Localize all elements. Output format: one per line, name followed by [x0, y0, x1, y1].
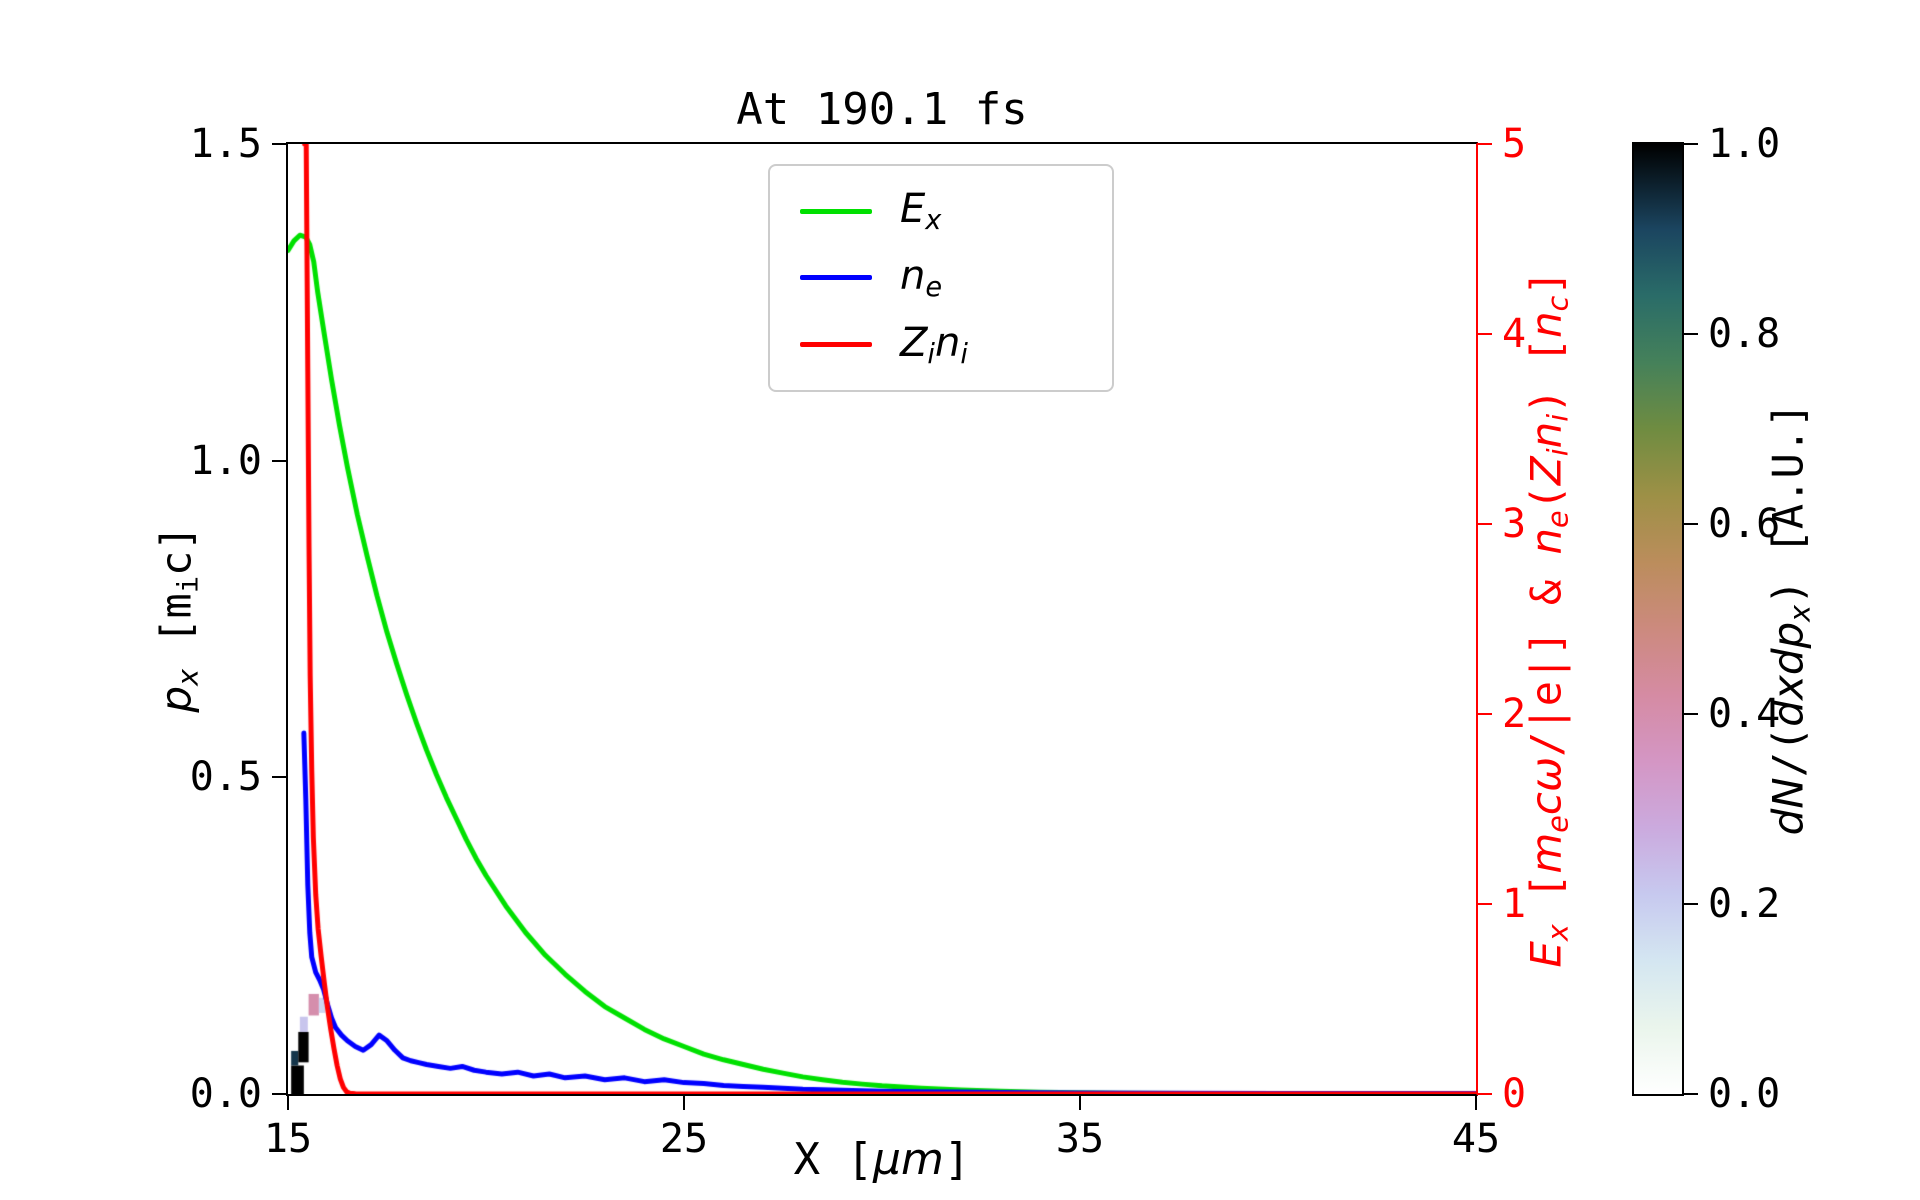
colorbar-tick-label: 0.6 [1708, 501, 1781, 547]
legend-item: Zini [800, 320, 1082, 370]
y-right-tick [1478, 903, 1492, 905]
legend-item: Ex [800, 186, 1082, 236]
x-tick [1079, 1096, 1081, 1110]
x-tick-label: 35 [1055, 1116, 1105, 1162]
legend-item-label: ne [900, 253, 943, 303]
colorbar-tick [1684, 713, 1698, 715]
x-tick-label: 25 [659, 1116, 709, 1162]
y-left-tick-label: 0.0 [189, 1071, 262, 1117]
y-left-tick-label: 0.5 [189, 754, 262, 801]
legend-line-swatch [800, 208, 872, 214]
colorbar-tick [1684, 1093, 1698, 1095]
x-axis-label: X [μm] [793, 1134, 971, 1185]
y-left-tick [272, 776, 286, 779]
y-left-tick [272, 143, 286, 145]
colorbar-tick-label: 0.8 [1708, 311, 1781, 357]
plot-title: At 190.1 fs [736, 84, 1028, 135]
y-left-tick-label: 1.5 [189, 121, 262, 167]
x-tick [287, 1096, 289, 1110]
y-right-tick-label: 4 [1502, 311, 1527, 357]
colorbar-gradient [1634, 144, 1682, 1094]
legend-item: ne [800, 253, 1082, 303]
x-tick [683, 1096, 685, 1110]
colorbar-tick-label: 0.4 [1708, 691, 1781, 737]
legend-item-label: Zini [900, 319, 968, 370]
x-tick-label: 45 [1451, 1116, 1501, 1162]
legend: Ex ne Zini [768, 164, 1114, 392]
y-right-tick [1478, 523, 1492, 525]
right-axis-label: Ex [mecω/|e|] & ne(Zini) [nc] [1521, 270, 1575, 968]
colorbar-tick [1684, 903, 1698, 905]
x-tick-label: 15 [263, 1116, 313, 1162]
colorbar-tick-label: 1.0 [1708, 121, 1781, 167]
y-right-tick [1478, 143, 1492, 145]
y-right-tick-label: 5 [1502, 121, 1527, 167]
x-tick [1475, 1096, 1477, 1110]
left-axis-label: px [mic] [151, 525, 205, 713]
y-right-tick-label: 1 [1502, 881, 1527, 927]
colorbar [1632, 142, 1684, 1096]
legend-line-swatch [800, 275, 872, 281]
y-left-tick [272, 1093, 286, 1095]
legend-item-label: Ex [900, 186, 942, 237]
y-right-tick-label: 3 [1502, 501, 1527, 547]
colorbar-tick-label: 0.2 [1708, 881, 1781, 927]
y-left-tick-label: 1.0 [189, 437, 262, 484]
y-right-tick-label: 0 [1502, 1071, 1527, 1117]
colorbar-tick [1684, 523, 1698, 525]
y-right-tick [1478, 333, 1492, 335]
colorbar-label: dN/(dxdpx) [A.U.] [1763, 402, 1817, 836]
colorbar-tick-label: 0.0 [1708, 1071, 1781, 1117]
colorbar-tick [1684, 143, 1698, 145]
y-left-tick [272, 459, 286, 462]
y-right-tick-label: 2 [1502, 691, 1527, 737]
y-right-tick [1478, 713, 1492, 715]
y-right-tick [1478, 1093, 1492, 1095]
colorbar-tick [1684, 333, 1698, 335]
legend-line-swatch [800, 342, 872, 348]
